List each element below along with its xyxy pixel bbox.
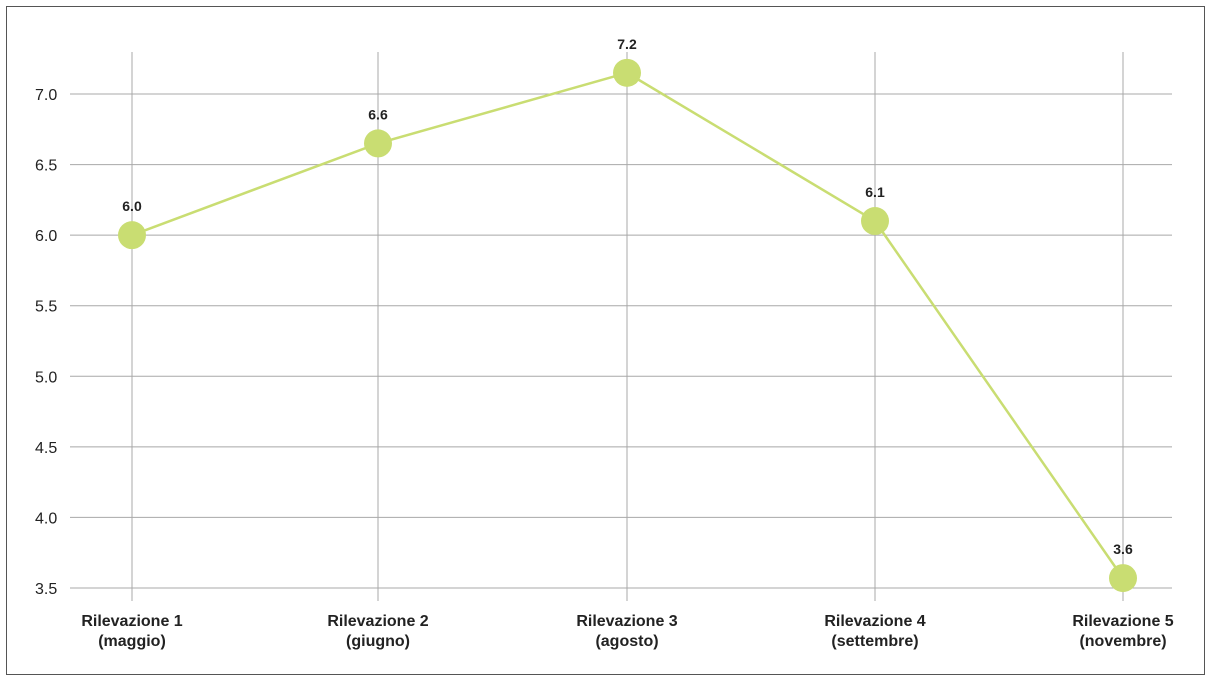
data-point xyxy=(861,207,889,236)
x-tick-label: Rilevazione 1 (maggio) xyxy=(81,613,182,650)
x-tick-label: Rilevazione 4 (settembre) xyxy=(824,613,925,650)
y-tick-label: 6.5 xyxy=(35,158,57,175)
x-axis: Rilevazione 1 (maggio) Rilevazione 2 (giugn… xyxy=(81,613,1173,650)
y-tick-label: 4.0 xyxy=(35,510,57,527)
x-tick-label-line: Rilevazione 5 xyxy=(1072,613,1173,630)
x-tick-label-line: Rilevazione 1 xyxy=(81,613,182,630)
data-label: 6.0 xyxy=(122,198,142,214)
x-tick-label-line: (agosto) xyxy=(595,633,658,650)
grid-lines xyxy=(70,52,1172,601)
y-tick-label: 7.0 xyxy=(35,87,57,104)
x-tick-label-line: Rilevazione 3 xyxy=(576,613,677,630)
y-tick-label: 5.0 xyxy=(35,369,57,386)
x-tick-label: Rilevazione 2 (giugno) xyxy=(327,613,428,650)
y-tick-label: 3.5 xyxy=(35,581,57,598)
data-point xyxy=(1109,564,1137,593)
data-label: 7.2 xyxy=(617,36,637,52)
x-tick-label-line: Rilevazione 4 xyxy=(824,613,925,630)
x-tick-label-line: Rilevazione 2 xyxy=(327,613,428,630)
data-point xyxy=(118,221,146,250)
series-layer xyxy=(118,58,1137,593)
y-axis: 3.5 4.0 4.5 5.0 5.5 6.0 6.5 7.0 xyxy=(35,87,57,598)
chart-frame xyxy=(6,6,1205,675)
data-labels: 6.0 6.6 7.2 6.1 3.6 xyxy=(122,36,1133,557)
data-point xyxy=(364,129,392,158)
x-tick-label-line: (novembre) xyxy=(1079,633,1166,650)
x-tick-label-line: (giugno) xyxy=(346,633,410,650)
x-tick-label-line: (settembre) xyxy=(831,633,918,650)
data-label: 3.6 xyxy=(1113,541,1133,557)
x-tick-label: Rilevazione 5 (novembre) xyxy=(1072,613,1173,650)
data-label: 6.6 xyxy=(368,106,388,122)
y-tick-label: 6.0 xyxy=(35,228,57,245)
y-tick-label: 4.5 xyxy=(35,440,57,457)
x-tick-label-line: (maggio) xyxy=(98,633,166,650)
data-point xyxy=(613,58,641,87)
y-tick-label: 5.5 xyxy=(35,299,57,316)
x-tick-label: Rilevazione 3 (agosto) xyxy=(576,613,677,650)
data-label: 6.1 xyxy=(865,184,885,200)
